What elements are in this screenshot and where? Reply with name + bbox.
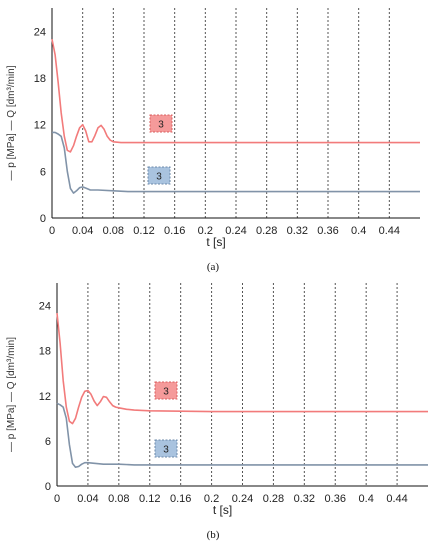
subfigure-label: (a) [207, 261, 220, 273]
x-axis-label: t [s] [206, 235, 225, 249]
x-tick-label: 0.28 [256, 225, 277, 237]
chart-panel-2: 0 0.04 0.08 0.12 0.16 0.2 0.24 0.28 0.32 0.36 0.4 0… [6, 283, 428, 541]
x-tick-label: 0.32 [294, 493, 315, 505]
x-tick-label: 0.12 [133, 225, 154, 237]
x-tick-label: 0.28 [263, 493, 284, 505]
y-axis-label-segment-p: — p [MPa] [6, 405, 17, 452]
y-tick-label: 18 [34, 73, 46, 85]
annotation-label-q: 3 [156, 172, 162, 183]
annotation-label-q: 3 [163, 445, 169, 456]
series-line-Q [56, 402, 428, 469]
x-tick-label: 0.08 [103, 225, 124, 237]
x-tick-label: 0.12 [139, 493, 160, 505]
y-axis-label: — p [MPa] — Q [dm³/min] [6, 65, 17, 180]
y-tick-label: 0 [45, 481, 51, 493]
series-line-p [51, 38, 420, 153]
x-tick-label: 0.08 [108, 493, 129, 505]
y-axis-label-segment-Q: — Q [dm³/min] [6, 65, 17, 133]
x-tick-label: 0 [49, 225, 55, 237]
series-line-p [56, 313, 428, 425]
subfigure-label: (b) [207, 529, 220, 541]
y-axis-label-segment-p: — p [MPa] [6, 133, 17, 180]
x-tick-label: 0.4 [351, 225, 366, 237]
series-line-Q [52, 131, 420, 194]
y-tick-label: 6 [45, 436, 51, 448]
annotation-label-p: 3 [158, 120, 164, 131]
x-tick-label: 0.16 [170, 493, 191, 505]
x-tick-label: 0.04 [72, 225, 93, 237]
annotation-box-q [154, 439, 178, 458]
y-tick-label: 18 [39, 346, 51, 358]
x-axis-label: t [s] [213, 503, 232, 517]
annotation-label-p: 3 [163, 387, 169, 398]
y-tick-label: 12 [39, 391, 51, 403]
y-tick-label: 0 [40, 213, 46, 225]
annotation-box-p [154, 381, 178, 400]
x-tick-label: 0.16 [164, 225, 185, 237]
annotation-box-q [147, 166, 171, 185]
x-tick-label: 0.2 [198, 225, 213, 237]
x-tick-label: 0.4 [359, 493, 374, 505]
x-tick-label: 0.24 [225, 225, 246, 237]
y-tick-label: 6 [40, 166, 46, 178]
x-tick-label: 0.44 [386, 493, 407, 505]
annotation-box-p [149, 114, 173, 133]
x-tick-label: 0.32 [287, 225, 308, 237]
x-tick-label: 0.44 [379, 225, 400, 237]
x-tick-label: 0 [54, 493, 60, 505]
x-tick-label: 0.36 [317, 225, 338, 237]
y-tick-label: 24 [34, 26, 46, 38]
y-axis-label: — p [MPa] — Q [dm³/min] [6, 337, 17, 452]
x-tick-label: 0.2 [204, 493, 219, 505]
y-tick-label: 12 [34, 120, 46, 132]
y-tick-label: 24 [39, 301, 51, 313]
chart-panel-1: 0 0.04 0.08 0.12 0.16 0.2 0.24 0.28 0.32 0.36 0.4 0… [6, 8, 420, 273]
y-axis-label-segment-Q: — Q [dm³/min] [6, 337, 17, 405]
x-tick-label: 0.24 [232, 493, 253, 505]
x-tick-label: 0.36 [325, 493, 346, 505]
x-tick-label: 0.04 [77, 493, 98, 505]
